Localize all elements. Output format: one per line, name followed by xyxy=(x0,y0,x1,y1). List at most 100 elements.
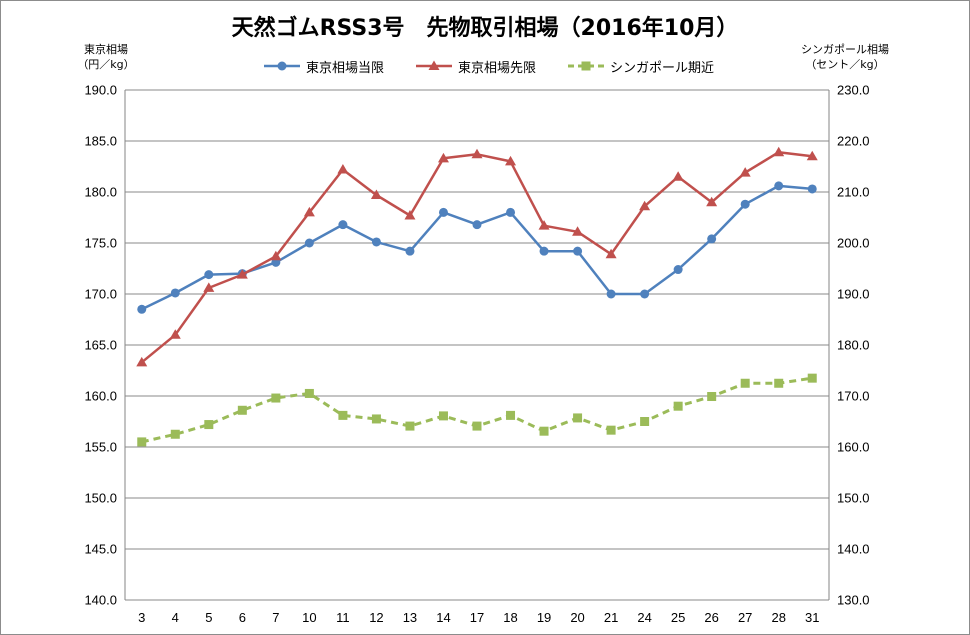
data-point xyxy=(506,207,516,217)
x-tick-label: 7 xyxy=(272,610,279,625)
y-right-tick-label: 160.0 xyxy=(837,440,870,455)
legend-marker-triangle xyxy=(416,60,452,70)
y-left-tick-label: 180.0 xyxy=(84,185,117,200)
data-point xyxy=(605,248,617,259)
data-point xyxy=(538,220,550,230)
y-left-tick-label: 165.0 xyxy=(84,338,117,353)
data-point xyxy=(338,220,348,230)
data-point xyxy=(236,269,248,279)
x-tick-label: 3 xyxy=(138,610,145,625)
y-left-tick-label: 185.0 xyxy=(84,134,117,149)
y-right-tick-label: 140.0 xyxy=(837,542,870,557)
x-tick-label: 26 xyxy=(704,610,718,625)
data-point xyxy=(807,184,817,194)
right-axis-label-line1: シンガポール相場 xyxy=(801,43,889,56)
data-point xyxy=(740,199,750,209)
y-left-tick-label: 150.0 xyxy=(84,491,117,506)
y-left-tick-label: 170.0 xyxy=(84,287,117,302)
y-left-tick-label: 175.0 xyxy=(84,236,117,251)
data-point xyxy=(136,356,148,367)
right-axis-label-line2: （セント／kg） xyxy=(805,58,885,71)
data-point xyxy=(405,421,415,431)
data-point xyxy=(170,288,180,298)
data-point xyxy=(405,246,415,256)
x-tick-label: 10 xyxy=(302,610,316,625)
data-point xyxy=(304,238,314,248)
y-left-tick-label: 145.0 xyxy=(84,542,117,557)
legend-marker-circle xyxy=(264,61,300,71)
data-point xyxy=(774,378,784,388)
x-tick-label: 21 xyxy=(604,610,618,625)
y-right-tick-label: 190.0 xyxy=(837,287,870,302)
data-point xyxy=(672,171,684,181)
data-point xyxy=(506,410,516,420)
x-tick-label: 17 xyxy=(470,610,484,625)
data-point xyxy=(573,413,583,423)
y-left-tick-label: 190.0 xyxy=(84,83,117,98)
data-point xyxy=(640,289,650,299)
left-axis-label: 東京相場 （円／kg） xyxy=(66,42,146,72)
y-right-tick-label: 170.0 xyxy=(837,389,870,404)
y-left-tick-label: 155.0 xyxy=(84,440,117,455)
legend-label-tokyo-current: 東京相場当限 xyxy=(306,61,385,76)
data-point xyxy=(773,146,785,157)
x-tick-label: 27 xyxy=(738,610,752,625)
x-tick-label: 11 xyxy=(336,610,350,625)
data-point xyxy=(404,209,416,220)
data-point xyxy=(806,150,818,161)
data-point xyxy=(471,148,483,159)
data-point xyxy=(438,207,448,217)
data-point xyxy=(304,388,314,398)
data-point xyxy=(203,282,215,292)
data-point xyxy=(270,250,282,261)
x-tick-label: 19 xyxy=(537,610,551,625)
x-tick-label: 31 xyxy=(805,610,819,625)
data-point xyxy=(707,234,717,244)
legend: 東京相場当限 東京相場先限 シンガポール期近 xyxy=(0,56,970,76)
data-point xyxy=(673,265,683,275)
data-point xyxy=(606,425,616,435)
data-point xyxy=(204,420,214,430)
data-point xyxy=(137,304,147,314)
data-point xyxy=(338,410,348,420)
y-right-tick-label: 210.0 xyxy=(837,185,870,200)
y-left-tick-label: 160.0 xyxy=(84,389,117,404)
data-point xyxy=(437,152,449,163)
data-point xyxy=(371,414,381,424)
data-point xyxy=(303,206,315,217)
data-point xyxy=(706,196,718,207)
series-line-1 xyxy=(141,150,813,364)
data-point xyxy=(572,226,584,236)
data-point xyxy=(271,393,281,403)
data-point xyxy=(539,246,549,256)
y-left-tick-label: 140.0 xyxy=(84,593,117,608)
data-point xyxy=(739,167,751,177)
data-point xyxy=(707,392,717,402)
data-point xyxy=(606,289,616,299)
legend-label-singapore: シンガポール期近 xyxy=(610,61,715,76)
x-tick-label: 6 xyxy=(239,610,246,625)
x-tick-label: 18 xyxy=(503,610,517,625)
data-point xyxy=(472,220,482,230)
x-tick-label: 25 xyxy=(671,610,685,625)
data-point xyxy=(640,417,650,426)
data-point xyxy=(438,411,448,421)
data-point xyxy=(472,421,482,431)
y-right-tick-label: 180.0 xyxy=(837,338,870,353)
x-tick-label: 5 xyxy=(205,610,212,625)
y-right-tick-label: 230.0 xyxy=(837,83,870,98)
left-axis-label-line2: （円／kg） xyxy=(77,58,135,71)
data-point xyxy=(371,237,381,247)
y-right-tick-label: 130.0 xyxy=(837,593,870,608)
right-axis-label: シンガポール相場 （セント／kg） xyxy=(790,42,900,72)
data-point xyxy=(539,426,549,436)
data-point xyxy=(639,200,651,211)
data-point xyxy=(774,181,784,191)
data-point xyxy=(673,401,683,411)
data-point xyxy=(337,164,349,174)
x-tick-label: 12 xyxy=(369,610,383,625)
y-right-tick-label: 150.0 xyxy=(837,491,870,506)
legend-marker-square xyxy=(568,61,604,71)
data-point xyxy=(204,270,214,280)
x-tick-label: 13 xyxy=(403,610,417,625)
